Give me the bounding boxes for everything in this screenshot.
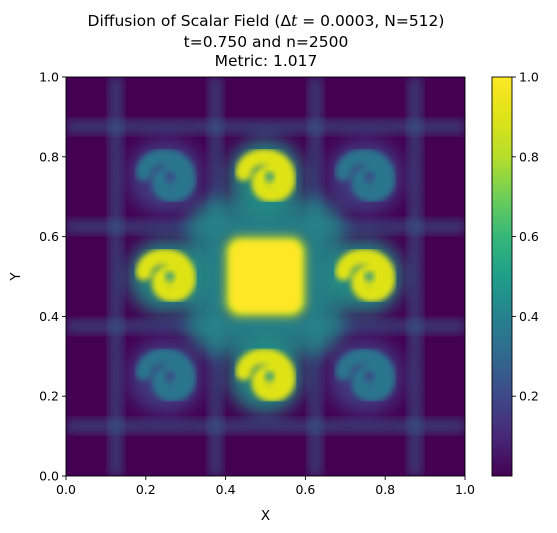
chart-title-line-3: Metric: 1.017 [214, 52, 318, 70]
colorbar-tick-label: 0.4 [519, 309, 539, 324]
heatmap-swirl-core [364, 171, 375, 182]
y-axis-label: Y [8, 272, 24, 282]
heatmap-swirl-core [364, 371, 375, 382]
heatmap-field [66, 77, 465, 476]
y-tick-label: 0.2 [39, 389, 59, 404]
heatmap-swirl-core [364, 271, 375, 282]
y-tick-label: 0.6 [39, 229, 59, 244]
x-tick-label: 0.6 [295, 482, 315, 497]
colorbar-tick-label: 0.6 [519, 229, 539, 244]
colorbar-axis: 0.2 0.4 0.6 0.8 1.0 [512, 70, 539, 404]
heatmap-swirl-core [164, 171, 175, 182]
heatmap-filament [408, 77, 423, 476]
heatmap-filament [108, 77, 123, 476]
x-axis: 0.0 0.2 0.4 0.6 0.8 1.0 [56, 476, 475, 497]
heatmap-swirl-core [164, 371, 175, 382]
x-tick-label: 0.8 [375, 482, 395, 497]
x-tick-label: 1.0 [455, 482, 475, 497]
heatmap-center-square [229, 240, 302, 313]
heatmap-filament [66, 119, 465, 134]
x-tick-label: 0.4 [216, 482, 236, 497]
colorbar-frame [491, 76, 513, 477]
heatmap-swirl-core [164, 271, 175, 282]
colorbar-tick-label: 1.0 [519, 70, 539, 85]
colorbar [492, 77, 512, 476]
plot-frame [65, 76, 466, 477]
y-tick-label: 0.4 [39, 309, 59, 324]
heatmap-swirl-core [264, 371, 275, 382]
y-tick-label: 0.8 [39, 149, 59, 164]
x-tick-label: 0.0 [56, 482, 76, 497]
colorbar-tick-label: 0.2 [519, 389, 539, 404]
heatmap-filament [66, 419, 465, 434]
x-axis-label: X [261, 508, 270, 524]
heatmap-swirl-core [264, 171, 275, 182]
y-axis: 0.0 0.2 0.4 0.6 0.8 1.0 [39, 70, 66, 484]
y-tick-label: 0.0 [39, 469, 59, 484]
chart-title-line-2: t=0.750 and n=2500 [183, 33, 349, 51]
x-tick-label: 0.2 [136, 482, 156, 497]
chart-title-line-1: Diffusion of Scalar Field (Δt = 0.0003, … [87, 12, 445, 30]
y-tick-label: 1.0 [39, 70, 59, 85]
colorbar-tick-label: 0.8 [519, 149, 539, 164]
